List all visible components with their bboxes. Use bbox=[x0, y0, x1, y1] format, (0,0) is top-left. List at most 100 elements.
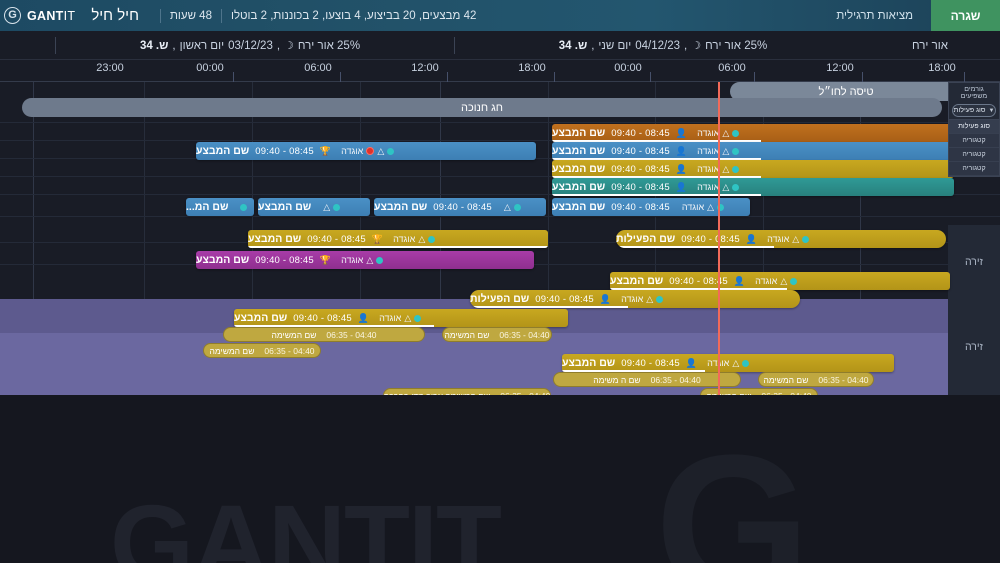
current-time-line bbox=[718, 82, 720, 395]
task-label: שם המשימה bbox=[444, 329, 490, 340]
gantt-bar-operation[interactable]: שם המבצע 08:45 - 09:40 👤 אוגדה △ bbox=[234, 309, 568, 327]
status-dot-icon bbox=[732, 129, 740, 137]
bar-progress bbox=[234, 324, 435, 327]
gantt-bar-operation[interactable]: שם המבצע 08:45 - 09:40 🏆 אוגדה △ bbox=[196, 251, 534, 269]
ruler-tick: 06:00 bbox=[304, 62, 332, 74]
watermark-area: GANTIT G bbox=[0, 395, 1000, 563]
task-pill[interactable]: שם המשימה 04:40 - 06:35 bbox=[223, 327, 425, 342]
person-icon: 👤 bbox=[599, 293, 612, 304]
task-label: שם המשימה bbox=[271, 329, 317, 340]
bar-agenda-label: אוגדה bbox=[341, 146, 364, 156]
row-separator bbox=[0, 216, 1000, 217]
gantt-bar-operation-segment[interactable]: שם המ... bbox=[186, 198, 254, 216]
time-ruler[interactable]: 18:00 12:00 06:00 00:00 18:00 12:00 06:0… bbox=[0, 60, 1000, 82]
option-category-3[interactable]: קטגוריה bbox=[949, 162, 999, 176]
hours-summary: 48 שעות bbox=[169, 9, 212, 22]
row-separator bbox=[0, 122, 1000, 123]
ruler-tick: 18:00 bbox=[928, 62, 956, 74]
day-cell-partial[interactable]: אור ירח bbox=[860, 31, 1000, 60]
gantt-bar-operation[interactable]: שם המבצע 08:45 - 09:40 👤 אוגדה △ bbox=[552, 124, 954, 142]
header-tabs: מציאות תרגילית שגרה bbox=[818, 0, 1000, 31]
activity-type-options[interactable]: סוג פעילות קטגוריה קטגוריה קטגוריה bbox=[949, 119, 999, 176]
bar-agenda-label: אוגדה bbox=[697, 128, 720, 138]
ruler-tick: 06:00 bbox=[718, 62, 746, 74]
bar-progress bbox=[552, 175, 762, 178]
banner-label: טיסה לחו״ל bbox=[818, 85, 874, 98]
bar-title: שם המבצע bbox=[248, 233, 302, 245]
row-separator bbox=[0, 140, 1000, 141]
moon-icon: ☽ bbox=[284, 40, 294, 52]
watermark-text: GANTIT bbox=[110, 482, 502, 563]
bar-agenda-group: אוגדה △ bbox=[691, 146, 740, 157]
task-pill[interactable]: שם המשימה 04:40 - 06:35 bbox=[758, 372, 874, 387]
task-pill[interactable]: שם ה משימה 04:40 - 06:35 bbox=[553, 372, 741, 387]
bar-time: 08:45 - 09:40 bbox=[293, 312, 352, 324]
operations-stats: 42 מבצעים, 20 בביצוע, 4 בוצעו, 2 בכוננות… bbox=[230, 9, 477, 22]
gantt-bar-operation[interactable]: שם המבצע 08:45 - 09:40 👤 אוגדה △ bbox=[610, 272, 950, 290]
bar-title: שם המבצע bbox=[610, 275, 664, 287]
bar-progress bbox=[470, 305, 629, 308]
option-category-1[interactable]: קטגוריה bbox=[949, 134, 999, 148]
warning-triangle-icon: △ bbox=[722, 181, 730, 192]
task-label: שם המשימה ארוך מדי בהרבה bbox=[384, 391, 490, 396]
influencing-factors-panel[interactable]: גורמים משפיעים סוג פעילות ▼ סוג פעילות ק… bbox=[948, 82, 1000, 177]
trophy-icon: 🏆 bbox=[319, 145, 332, 156]
ruler-tick: 00:00 bbox=[196, 62, 224, 74]
gantt-bar-operation-segment[interactable]: שם המבצע 08:45 - 09:40 △ bbox=[374, 198, 546, 216]
bar-time: 08:45 - 09:40 bbox=[535, 293, 594, 305]
task-pill[interactable]: שם המשימה 04:40 - 06:35 bbox=[203, 343, 321, 358]
task-pill[interactable]: שם המשימה ארוך מדי בהרבה 04:40 - 06:35 bbox=[383, 388, 551, 395]
brand[interactable]: G GANTIT bbox=[0, 0, 85, 31]
gantt-bar-operation[interactable]: שם המבצע 08:45 - 09:40 👤 אוגדה △ bbox=[562, 354, 894, 372]
ruler-tick: 23:00 bbox=[96, 62, 124, 74]
bar-agenda-label: אוגדה bbox=[341, 255, 364, 265]
gantt-bar-operation[interactable]: שם המבצע 08:45 - 09:40 👤 אוגדה △ bbox=[552, 160, 954, 178]
row-separator bbox=[0, 176, 1000, 177]
tab-exercise-reality[interactable]: מציאות תרגילית bbox=[836, 9, 913, 22]
task-pill[interactable]: שם המשימה 04:40 - 06:35 bbox=[442, 327, 552, 342]
banner-hanukkah[interactable]: חג חנוכה bbox=[22, 98, 942, 117]
banner-flight-abroad[interactable]: טיסה לחו״ל bbox=[730, 82, 962, 101]
person-icon: 👤 bbox=[675, 127, 688, 138]
gantt-bar-activity[interactable]: שם הפעילות 08:45 - 09:40 👤 אוגדה △ bbox=[470, 290, 800, 308]
gantt-bar-operation[interactable]: שם המבצע 08:45 - 09:40 🏆 אוגדה △ bbox=[196, 142, 536, 160]
activity-type-select[interactable]: סוג פעילות ▼ bbox=[952, 104, 996, 117]
gantt-bar-activity[interactable]: שם הפעילות 08:45 - 09:40 👤 אוגדה △ bbox=[616, 230, 946, 248]
brand-bold: GANT bbox=[27, 8, 64, 23]
task-time: 04:40 - 06:35 bbox=[818, 374, 869, 385]
ruler-tick-mark bbox=[233, 72, 234, 82]
day-cell-monday[interactable]: ש. 34 , יום שני 04/12/23 , ☽ 25% אור ירח bbox=[468, 31, 858, 60]
bar-agenda-label: אוגדה bbox=[393, 234, 416, 244]
bar-agenda-group: אוגדה △ bbox=[761, 234, 810, 245]
status-dot-icon bbox=[656, 295, 664, 303]
warning-triangle-icon: △ bbox=[404, 312, 412, 323]
bar-title: שם הפעילות bbox=[470, 293, 530, 305]
day-header-row: ש. 34 , יום ראשון 03/12/23 , ☽ 25% אור י… bbox=[0, 31, 1000, 108]
gantt-bar-operation[interactable]: שם המבצע 08:45 - 09:40 👤 אוגדה △ bbox=[552, 142, 954, 160]
task-time: 04:40 - 06:35 bbox=[650, 374, 701, 385]
warning-triangle-icon: △ bbox=[780, 275, 788, 286]
arena-label: זירה bbox=[948, 299, 1000, 395]
bar-agenda-label: אוגדה bbox=[767, 234, 790, 244]
day-cell-sunday[interactable]: ש. 34 , יום ראשון 03/12/23 , ☽ 25% אור י… bbox=[60, 31, 440, 60]
ruler-tick-mark bbox=[862, 72, 863, 82]
moon-icon: ☽ bbox=[691, 40, 702, 52]
gridline bbox=[144, 82, 145, 395]
gantt-chart-body[interactable]: זירה זירה טיסה לחו״ל חג חנוכה שם המבצע 0… bbox=[0, 82, 1000, 395]
tab-routine[interactable]: שגרה bbox=[931, 0, 1000, 31]
bar-time: 08:45 - 09:40 bbox=[255, 145, 314, 157]
gantt-bar-operation[interactable]: שם המבצע 08:45 - 09:40 🏆 אוגדה △ bbox=[248, 230, 548, 248]
chevron-down-icon: ▼ bbox=[988, 107, 995, 114]
task-label: שם ה משימה bbox=[593, 374, 641, 385]
bar-agenda-group: אוגדה △ bbox=[701, 358, 750, 369]
gantt-bar-operation-segment[interactable]: שם המבצע 08:45 - 09:40 אוגדה △ bbox=[552, 198, 750, 216]
gantt-bar-operation[interactable]: שם המבצע 08:45 - 09:40 👤 אוגדה △ bbox=[552, 178, 954, 196]
status-dot-icon bbox=[717, 203, 725, 211]
bar-agenda-label: אוגדה bbox=[681, 202, 705, 212]
bar-agenda-label: אוגדה bbox=[621, 294, 644, 304]
option-activity-type[interactable]: סוג פעילות bbox=[949, 120, 999, 134]
option-category-2[interactable]: קטגוריה bbox=[949, 148, 999, 162]
gantt-bar-operation-segment[interactable]: שם המבצע △ bbox=[258, 198, 370, 216]
day-divider bbox=[55, 37, 56, 54]
task-label: שם המשימה bbox=[209, 345, 255, 356]
